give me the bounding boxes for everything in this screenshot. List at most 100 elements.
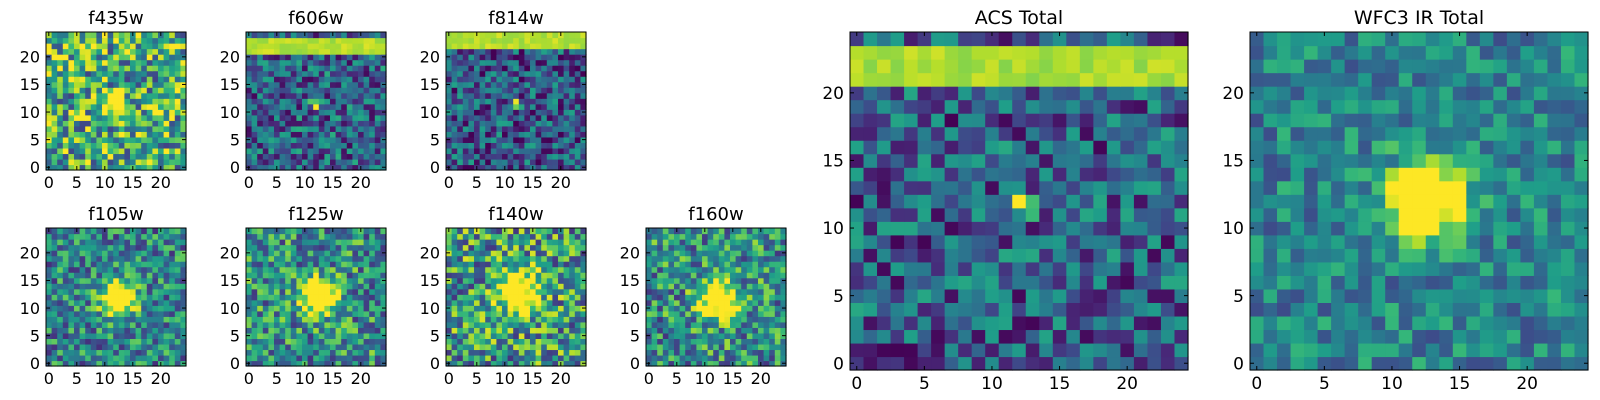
heatmap-cell (313, 153, 320, 160)
heatmap-cell (313, 233, 320, 240)
heatmap-cell (290, 299, 297, 306)
heatmap-cell (479, 125, 486, 132)
heatmap-cell (158, 109, 165, 116)
heatmap-cell (330, 147, 337, 155)
heatmap-cell (546, 250, 553, 257)
heatmap-cell (569, 92, 576, 99)
heatmap-cell (513, 338, 520, 345)
heatmap-cell (57, 349, 64, 356)
heatmap-cell (68, 294, 75, 301)
heatmap-cell (657, 255, 664, 262)
heatmap-cell (752, 288, 759, 295)
heatmap-cell (57, 147, 64, 155)
heatmap-cell (135, 283, 142, 290)
heatmap-cell (180, 76, 187, 83)
heatmap-cell (890, 221, 905, 236)
heatmap-cell (346, 32, 353, 39)
heatmap-cell (374, 343, 381, 351)
heatmap-cell (513, 37, 520, 44)
heatmap-cell (518, 233, 525, 240)
heatmap-cell (141, 338, 148, 345)
heatmap-cell (146, 76, 153, 83)
heatmap-cell (152, 244, 159, 251)
heatmap-cell (369, 59, 376, 66)
heatmap-cell (90, 136, 97, 143)
heatmap-cell (74, 354, 81, 362)
heatmap-cell (268, 92, 275, 99)
heatmap-cell (296, 332, 303, 339)
heatmap-cell (90, 332, 97, 339)
heatmap-cell (141, 283, 148, 290)
heatmap-cell (358, 338, 365, 345)
heatmap-cell (457, 158, 464, 166)
heatmap-cell (1012, 234, 1027, 249)
heatmap-cell (1093, 180, 1108, 195)
heatmap-cell (502, 109, 509, 116)
heatmap-cell (113, 48, 120, 55)
heatmap-cell (141, 244, 148, 251)
heatmap-cell (262, 81, 269, 88)
heatmap-cell (68, 87, 75, 94)
heatmap-cell (268, 354, 275, 362)
heatmap-cell (274, 272, 281, 279)
heatmap-cell (302, 153, 309, 160)
heatmap-cell (462, 54, 469, 61)
heatmap-cell (262, 354, 269, 362)
heatmap-cell (124, 81, 131, 88)
heatmap-cell (651, 310, 658, 317)
heatmap-cell (474, 103, 481, 110)
heatmap-cell (335, 272, 342, 279)
heatmap-cell (113, 98, 120, 105)
heatmap-cell (580, 48, 587, 55)
heatmap-cell (446, 349, 453, 356)
heatmap-cell (158, 327, 165, 334)
heatmap-cell (307, 153, 314, 160)
heatmap-cell (102, 321, 109, 328)
heatmap-cell (1174, 302, 1189, 317)
heatmap-cell (574, 98, 581, 105)
heatmap-cell (563, 305, 570, 312)
heatmap-cell (558, 354, 565, 362)
heatmap-cell (135, 43, 142, 50)
heatmap-cell (513, 272, 520, 279)
heatmap-cell (279, 81, 286, 88)
heatmap-cell (468, 272, 475, 279)
heatmap-cell (569, 272, 576, 279)
heatmap-cell (251, 153, 258, 160)
heatmap-cell (741, 228, 748, 235)
heatmap-cell (780, 299, 787, 306)
heatmap-cell (146, 255, 153, 262)
heatmap-cell (307, 32, 314, 39)
heatmap-cell (285, 239, 292, 246)
heatmap-cell (850, 234, 865, 249)
heatmap-cell (296, 37, 303, 44)
heatmap-cell (74, 81, 81, 88)
heatmap-cell (780, 239, 787, 246)
heatmap-cell (490, 70, 497, 77)
heatmap-cell (313, 109, 320, 116)
heatmap-cell (163, 299, 170, 306)
heatmap-cell (180, 272, 187, 279)
heatmap-cell (341, 228, 348, 235)
heatmap-cell (535, 316, 542, 323)
heatmap-cell (318, 354, 325, 362)
heatmap-cell (257, 288, 264, 295)
heatmap-cell (146, 136, 153, 143)
heatmap-cell (558, 87, 565, 94)
heatmap-cell (296, 43, 303, 50)
heatmap-cell (552, 43, 559, 50)
heatmap-cell (724, 327, 731, 334)
heatmap-cell (285, 98, 292, 105)
heatmap-cell (318, 261, 325, 268)
heatmap-cell (462, 272, 469, 279)
heatmap-cell (474, 48, 481, 55)
heatmap-cell (324, 48, 331, 55)
heatmap-cell (985, 342, 1000, 358)
heatmap-cell (552, 338, 559, 345)
heatmap-cell (485, 59, 492, 66)
heatmap-cell (580, 343, 587, 351)
heatmap-cell (363, 158, 370, 166)
heatmap-cell (507, 136, 514, 143)
heatmap-cell (890, 315, 905, 331)
heatmap-cell (552, 37, 559, 44)
